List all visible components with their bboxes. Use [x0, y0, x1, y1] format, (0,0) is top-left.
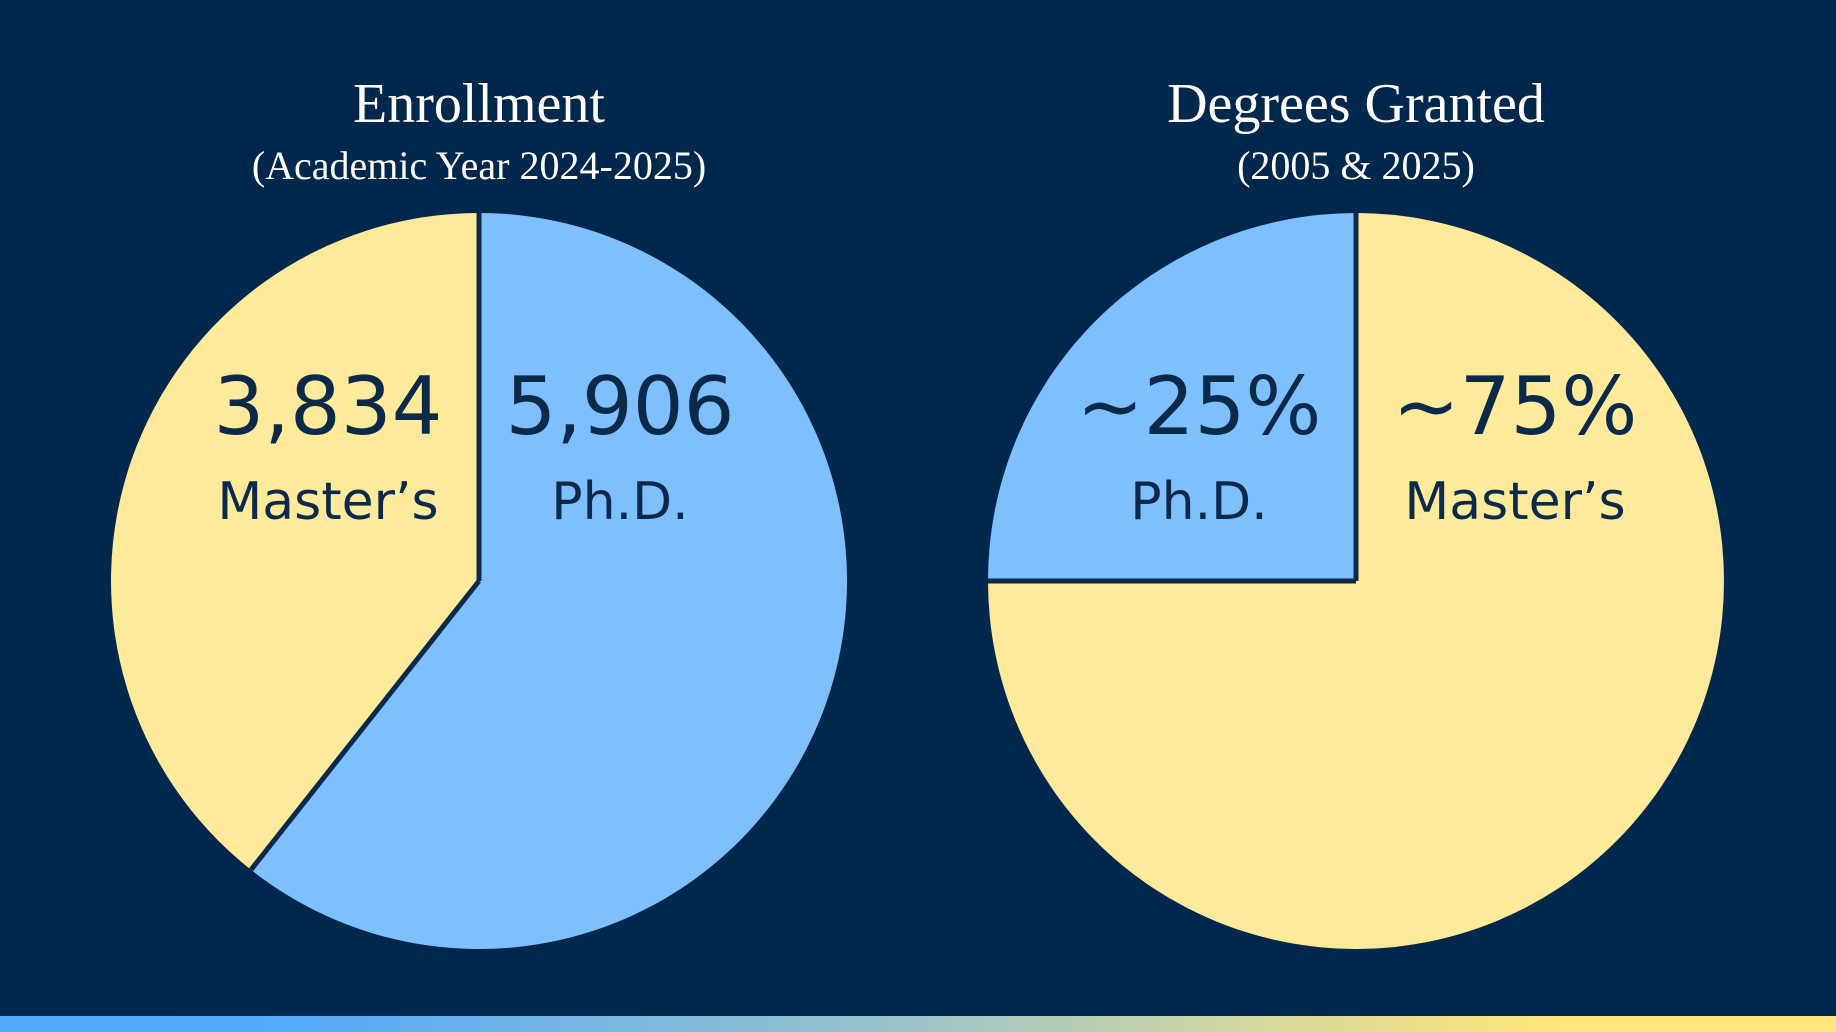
- pie-slice-phd: [988, 213, 1356, 581]
- degrees-masters-value: ~75%: [1392, 360, 1638, 453]
- degrees-masters-label: Master’s: [1404, 472, 1626, 532]
- degrees-subtitle: (2005 & 2025): [1237, 143, 1475, 188]
- enrollment-phd-value: 5,906: [505, 360, 735, 453]
- pie-slice-masters: [111, 213, 479, 870]
- degrees-title: Degrees Granted: [1167, 73, 1545, 135]
- enrollment-masters-label: Master’s: [217, 472, 439, 532]
- enrollment-masters-value: 3,834: [213, 360, 443, 453]
- slice-divider: [249, 579, 481, 872]
- gradient-footer-strip: [0, 1016, 1836, 1032]
- enrollment-phd-label: Ph.D.: [551, 472, 689, 532]
- enrollment-title: Enrollment: [353, 73, 605, 135]
- degrees-phd-label: Ph.D.: [1130, 472, 1268, 532]
- pie-slice-phd: [250, 213, 848, 950]
- degrees-phd-value: ~25%: [1076, 360, 1322, 453]
- enrollment-subtitle: (Academic Year 2024-2025): [251, 143, 707, 188]
